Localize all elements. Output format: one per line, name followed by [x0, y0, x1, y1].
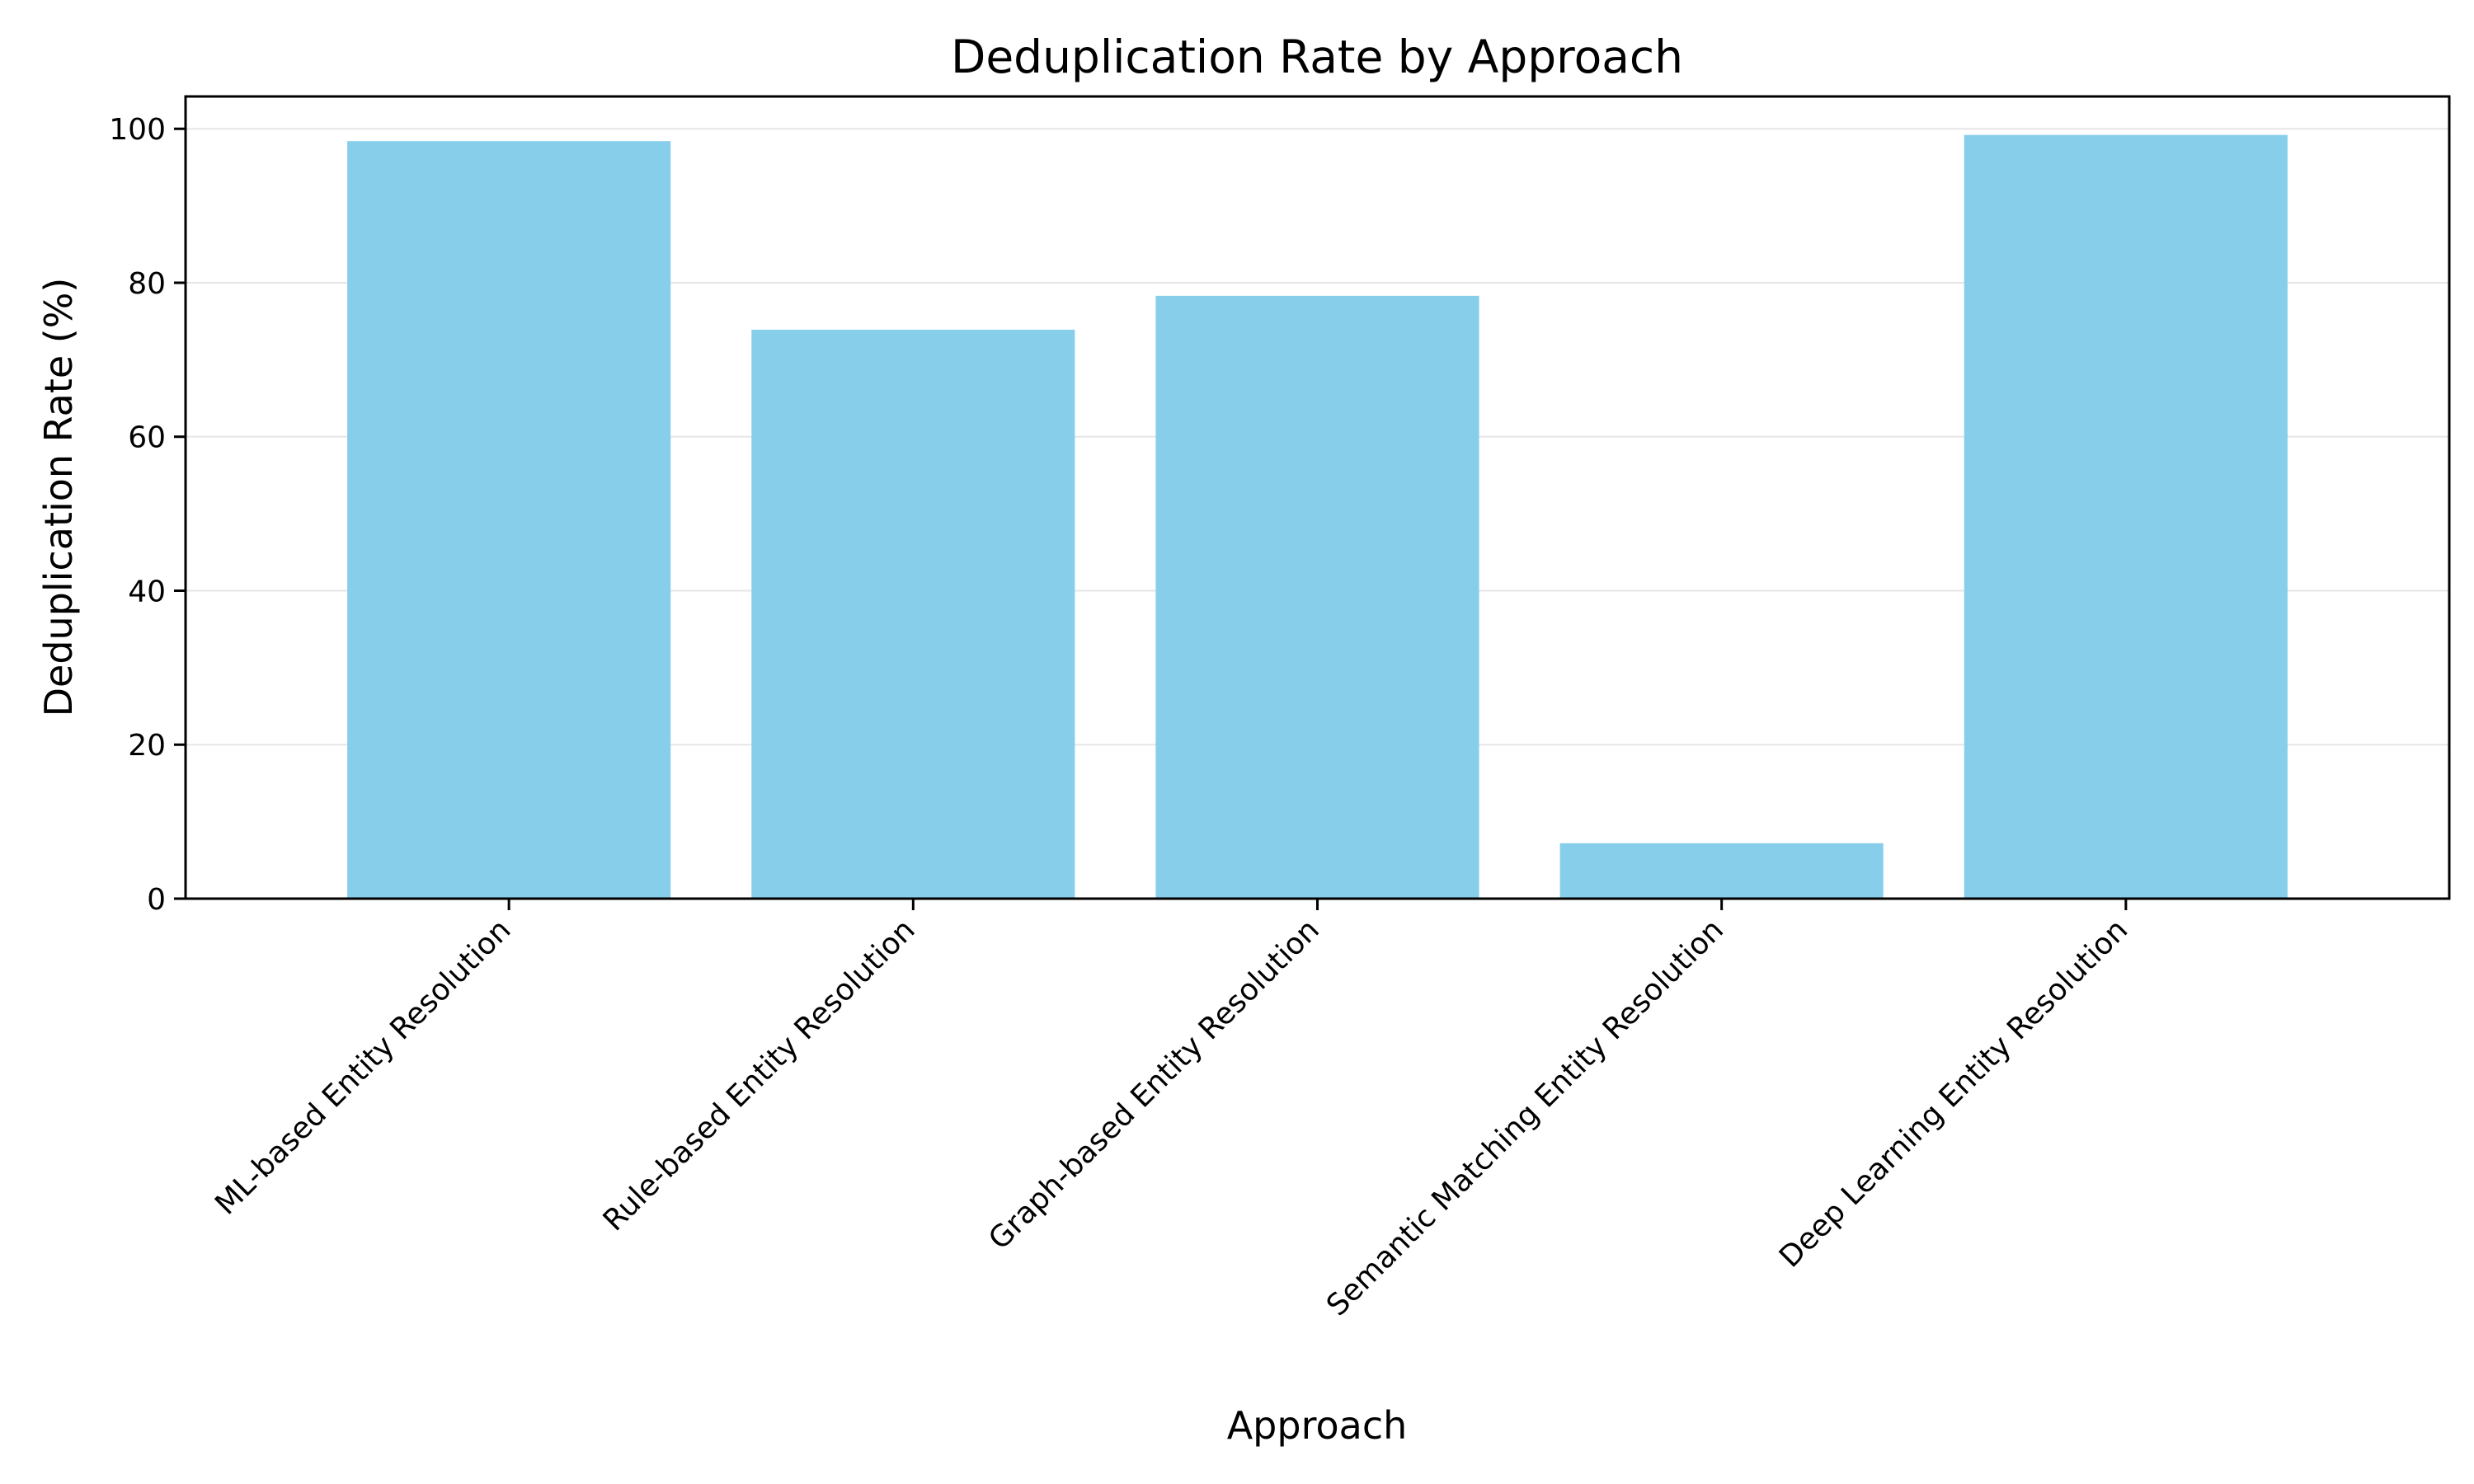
bar	[347, 141, 671, 899]
bar	[751, 329, 1075, 899]
y-tick-label: 0	[147, 883, 166, 917]
y-tick-label: 40	[128, 575, 166, 608]
bars	[347, 134, 2288, 899]
chart-title: Deduplication Rate by Approach	[951, 31, 1683, 83]
y-axis-ticks: 0 20 40 60 80 100	[109, 113, 186, 917]
y-axis-label: Deduplication Rate (%)	[36, 278, 81, 717]
x-axis-label: Approach	[1227, 1403, 1408, 1448]
y-tick-label: 20	[128, 729, 166, 763]
bar	[1155, 295, 1479, 899]
y-tick-label: 100	[109, 113, 166, 147]
bar	[1964, 134, 2288, 899]
y-tick-label: 80	[128, 267, 166, 301]
y-tick-label: 60	[128, 421, 166, 455]
bar	[1559, 843, 1884, 899]
